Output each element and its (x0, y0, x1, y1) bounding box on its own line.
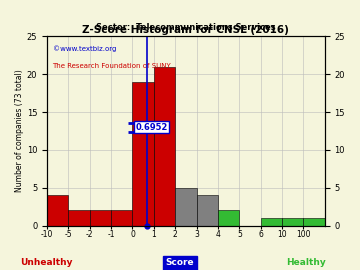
Bar (111, 211, 132, 226)
Bar (154, 67, 175, 226)
Text: Sector:  Telecommunications Services: Sector: Telecommunications Services (96, 23, 276, 32)
Bar (90, 211, 111, 226)
Text: Healthy: Healthy (286, 258, 326, 267)
Bar (132, 82, 154, 226)
Text: ©www.textbiz.org: ©www.textbiz.org (53, 46, 116, 52)
Text: Unhealthy: Unhealthy (21, 258, 73, 267)
Text: The Research Foundation of SUNY: The Research Foundation of SUNY (53, 63, 171, 69)
Text: 0.6952: 0.6952 (136, 123, 168, 132)
Bar (175, 188, 197, 226)
Text: Score: Score (166, 258, 194, 267)
Bar (282, 218, 303, 226)
Bar (197, 195, 218, 226)
Bar (303, 218, 325, 226)
Y-axis label: Number of companies (73 total): Number of companies (73 total) (15, 70, 24, 192)
Bar (47, 195, 68, 226)
Title: Z-Score Histogram for CNSL (2016): Z-Score Histogram for CNSL (2016) (82, 25, 289, 35)
Bar (68, 211, 90, 226)
Bar (218, 211, 239, 226)
Bar (261, 218, 282, 226)
